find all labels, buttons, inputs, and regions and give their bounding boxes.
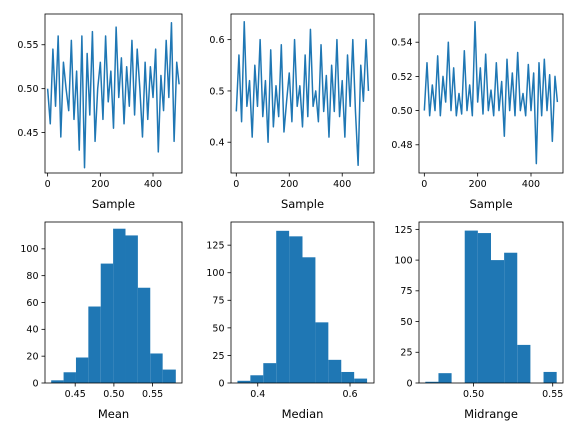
histogram-bar [504,252,518,383]
x-tick-label: 400 [333,179,351,190]
y-tick-label: 25 [212,351,224,362]
y-tick-label: 80 [26,271,38,282]
histogram-bar [464,230,478,383]
y-tick-label: 0 [406,378,412,389]
series-line-0 [235,20,370,167]
y-tick-label: 0.55 [17,40,38,51]
y-tick-label: 0 [218,378,224,389]
histogram-bar [51,380,64,383]
histogram-bar [125,235,138,383]
histogram-bar [75,357,89,383]
histogram-bar [63,372,76,383]
x-tick-label: 0.55 [142,389,163,400]
histogram-bar [137,287,151,383]
histogram-bar [263,363,277,383]
x-axis-label: Sample [469,197,512,211]
y-tick-label: 75 [400,286,412,297]
y-tick-label: 125 [394,225,412,236]
y-tick-label: 0.48 [391,140,412,151]
y-tick-label: 100 [394,255,412,266]
y-tick-label: 0.54 [391,38,412,49]
y-tick-label: 75 [212,296,224,307]
x-tick-label: 200 [280,179,298,190]
chart-panel-mean-histogram: 0.45 0.50 0.55 0 20 40 60 80 100 Mean [20,221,183,421]
y-tick-label: 0.50 [391,106,412,117]
y-tick-label: 20 [26,352,38,363]
x-tick-label: 0.4 [250,389,265,400]
histogram-bar [276,230,290,383]
x-tick-label: 200 [91,179,109,190]
y-tick-label: 0.50 [17,84,38,95]
y-tick-label: 100 [206,268,224,279]
series-line-0 [423,20,559,165]
y-tick-label: 50 [400,317,412,328]
x-tick-label: 0 [233,179,239,190]
chart-panel-midrange-histogram: 0.50 0.55 0 25 50 75 100 125 Midrange [394,221,564,421]
x-tick-label: 200 [469,179,487,190]
x-axis-label: Sample [281,197,324,211]
histogram-bar [354,378,368,383]
histogram-bar [100,263,114,383]
x-axis-label: Median [282,407,324,421]
histogram-bar [491,260,505,383]
y-tick-label: 100 [20,244,38,255]
x-tick-label: 400 [144,179,162,190]
y-tick-label: 60 [26,298,38,309]
y-tick-label: 50 [212,323,224,334]
axes-frame [230,13,375,174]
series-line-0 [46,22,180,169]
y-tick-label: 0 [32,378,38,389]
y-tick-label: 0.4 [209,138,224,149]
y-tick-label: 0.6 [209,35,224,46]
chart-panel-median-histogram: 0.4 0.6 0 25 50 75 100 125 Median [206,221,375,421]
histogram-bar [328,359,342,383]
chart-panel-midrange-trace: 0 200 400 0.48 0.50 0.52 0.54 Sample [391,13,564,211]
x-axis-label: Sample [92,197,135,211]
histogram-bar [289,236,303,383]
x-tick-label: 0.45 [65,389,86,400]
histogram-bar [302,257,316,383]
histogram-bar [341,371,355,383]
x-tick-label: 0 [421,179,427,190]
x-tick-label: 0 [45,179,51,190]
x-tick-label: 0.55 [542,389,563,400]
y-tick-label: 125 [206,241,224,252]
histogram-bar [113,228,126,383]
y-tick-label: 0.52 [391,72,412,83]
x-tick-label: 400 [522,179,540,190]
y-tick-label: 0.45 [17,128,38,139]
x-tick-label: 0.6 [342,389,357,400]
y-tick-label: 40 [26,325,38,336]
histogram-bar [237,380,251,383]
histogram-bar [425,381,439,383]
axes-frame [44,13,183,174]
x-tick-label: 0.50 [463,389,484,400]
histogram-bar [438,373,452,383]
y-tick-label: 0.5 [209,86,224,97]
x-axis-label: Mean [98,407,129,421]
histogram-bar [150,353,163,383]
histogram-bar [162,369,176,383]
histogram-bar [250,375,264,383]
chart-panel-mean-trace: 0 200 400 0.45 0.50 0.55 Sample [17,13,183,211]
histogram-bar [517,344,531,383]
chart-panel-median-trace: 0 200 400 0.4 0.5 0.6 Sample [209,13,375,211]
axes-frame [230,221,375,384]
x-tick-label: 0.50 [103,389,124,400]
histogram-bar [315,322,329,383]
axes-frame [418,13,564,174]
y-tick-label: 25 [400,348,412,359]
histogram-bar [477,233,491,383]
histogram-bar [543,371,557,383]
x-axis-label: Midrange [464,407,518,421]
histogram-bar [88,306,101,383]
axes-frame [418,221,564,384]
